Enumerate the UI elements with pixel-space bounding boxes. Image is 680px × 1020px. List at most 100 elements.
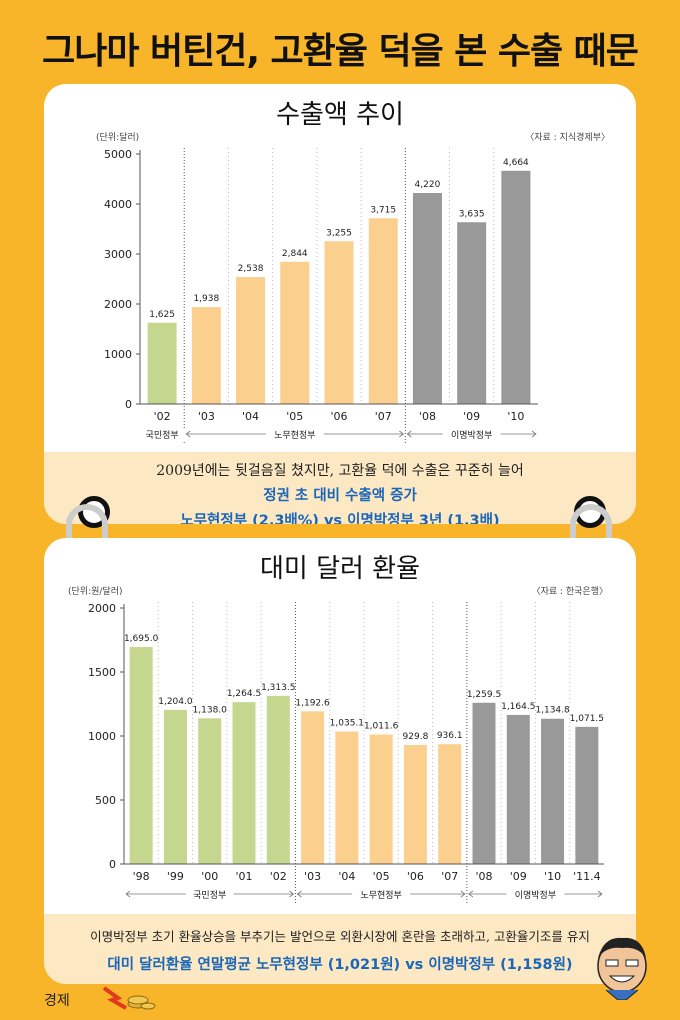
exchange-x-tick-label: '08 bbox=[475, 870, 492, 883]
exchange-bar-value-label: 1,695.0 bbox=[124, 634, 159, 644]
exchange-bar-value-label: 1,138.0 bbox=[193, 705, 228, 715]
exchange-x-tick-label: '04 bbox=[338, 870, 355, 883]
export-group-label-bg bbox=[138, 428, 187, 440]
exchange-bracket-arrow-right bbox=[460, 890, 466, 898]
exchange-y-tick-label: 1000 bbox=[88, 730, 116, 743]
exchange-y-tick-label: 2000 bbox=[88, 602, 116, 615]
exchange-bracket-arrow-left bbox=[468, 890, 474, 898]
export-bar bbox=[457, 222, 487, 404]
export-x-tick-label: '06 bbox=[330, 410, 347, 423]
export-group-label: 노무현정부 bbox=[274, 430, 315, 441]
export-bar-value-label: 2,844 bbox=[282, 249, 308, 259]
exchange-bracket-arrow-left bbox=[296, 890, 302, 898]
export-source-label: 〈자료 : 지식경제부〉 bbox=[525, 131, 610, 143]
export-bar-value-label: 3,255 bbox=[326, 228, 352, 238]
exchange-bar bbox=[266, 695, 290, 864]
coins-arrow-icon bbox=[102, 986, 156, 1010]
export-footnote: 2009년에는 뒷걸음질 쳤지만, 고환율 덕에 수출은 꾸준히 늘어 bbox=[156, 463, 524, 479]
export-x-tick-label: '05 bbox=[286, 410, 303, 423]
export-chart-title: 수출액 추이 bbox=[276, 100, 404, 130]
export-x-tick-label: '02 bbox=[154, 410, 171, 423]
exchange-bar-chart: (단위:원/달러) 〈자료 : 한국은행〉 0 500 1000 1500 2000 1,… bbox=[68, 585, 608, 904]
export-summary: 2009년에는 뒷걸음질 쳤지만, 고환율 덕에 수출은 꾸준히 늘어 정권 초… bbox=[44, 452, 636, 524]
exchange-bar bbox=[163, 709, 187, 864]
export-group-label: 국민정부 bbox=[146, 430, 179, 441]
export-bar bbox=[324, 241, 354, 404]
mascot-face-icon bbox=[597, 937, 647, 1000]
export-group-label-bg bbox=[265, 428, 324, 440]
exchange-bar-value-label: 1,134.8 bbox=[535, 706, 570, 716]
exchange-bar bbox=[369, 734, 393, 864]
export-x-tick-label: '04 bbox=[242, 410, 259, 423]
exchange-bar bbox=[198, 718, 222, 864]
exchange-source-label: 〈자료 : 한국은행〉 bbox=[532, 585, 608, 597]
export-y-tick-label: 5000 bbox=[104, 148, 132, 161]
export-bar-value-label: 3,635 bbox=[459, 209, 485, 219]
exchange-unit-label: (단위:원/달러) bbox=[68, 585, 123, 597]
exchange-bar bbox=[403, 744, 427, 864]
export-bar-chart: (단위:달러) 〈자료 : 지식경제부〉 0 1000 2000 3000 4000 50… bbox=[96, 131, 610, 444]
exchange-bar-value-label: 1,204.0 bbox=[158, 697, 193, 707]
exchange-x-tick-label: '09 bbox=[510, 870, 527, 883]
export-bar bbox=[191, 307, 221, 404]
export-bar bbox=[236, 277, 266, 404]
exchange-group-label: 노무현정부 bbox=[360, 890, 401, 901]
exchange-bar bbox=[301, 711, 325, 864]
export-group-label-bg bbox=[442, 428, 501, 440]
exchange-x-tick-label: '99 bbox=[167, 870, 184, 883]
exchange-y-tick-label: 500 bbox=[95, 794, 116, 807]
export-bracket-arrow-right bbox=[531, 430, 537, 438]
exchange-bar-value-label: 1,071.5 bbox=[570, 714, 604, 724]
exchange-summary: 이명박정부 초기 환율상승을 부추기는 발언으로 외환시장에 혼란을 초래하고,… bbox=[44, 914, 636, 984]
export-bracket-arrow-right bbox=[399, 430, 404, 438]
export-bar-value-label: 2,538 bbox=[238, 264, 264, 274]
export-bar-value-label: 1,938 bbox=[193, 294, 219, 304]
exchange-bar bbox=[575, 726, 599, 864]
exchange-bar-value-label: 1,313.5 bbox=[261, 683, 295, 693]
export-bar-value-label: 3,715 bbox=[370, 205, 396, 215]
exchange-x-tick-label: '10 bbox=[544, 870, 561, 883]
exchange-bar-value-label: 936.1 bbox=[437, 731, 463, 741]
export-bar-value-label: 4,664 bbox=[503, 158, 529, 168]
exchange-chart-card: 대미 달러 환율 (단위:원/달러) 〈자료 : 한국은행〉 0 500 1000 1… bbox=[44, 538, 636, 984]
exchange-bar bbox=[335, 731, 359, 864]
exchange-y-tick-label: 0 bbox=[109, 858, 116, 871]
export-highlight-2: 노무현정부 (2.3배%) vs 이명박정부 3년 (1.3배) bbox=[180, 513, 500, 524]
export-x-tick-label: '10 bbox=[507, 410, 524, 423]
export-bar bbox=[147, 322, 177, 404]
exchange-highlight: 대미 달러환율 연말평균 노무현정부 (1,021원) vs 이명박정부 (1,… bbox=[107, 957, 573, 973]
exchange-bar bbox=[472, 702, 496, 864]
export-y-tick-label: 2000 bbox=[104, 298, 132, 311]
exchange-x-tick-label: '03 bbox=[304, 870, 321, 883]
export-bracket-arrow-left bbox=[185, 430, 191, 438]
exchange-bar bbox=[232, 702, 256, 864]
export-x-tick-label: '07 bbox=[375, 410, 392, 423]
exchange-group-label-bg bbox=[506, 888, 565, 900]
exchange-x-tick-label: '06 bbox=[407, 870, 424, 883]
export-y-tick-label: 1000 bbox=[104, 348, 132, 361]
export-y-tick-label: 4000 bbox=[104, 198, 132, 211]
export-unit-label: (단위:달러) bbox=[96, 131, 139, 143]
exchange-bar-value-label: 1,192.6 bbox=[295, 698, 330, 708]
export-y-tick-label: 0 bbox=[125, 398, 132, 411]
exchange-bracket-arrow-left bbox=[125, 890, 131, 898]
exchange-x-tick-label: '11.4 bbox=[573, 870, 601, 883]
export-bar-value-label: 4,220 bbox=[415, 180, 441, 190]
exchange-x-tick-label: '05 bbox=[373, 870, 390, 883]
exchange-group-label-bg bbox=[185, 888, 234, 900]
exchange-bar-value-label: 1,035.1 bbox=[330, 719, 364, 729]
section-label: 경제 bbox=[44, 993, 70, 1009]
page-title: 그나마 버틴건, 고환율 덕을 본 수출 때문 bbox=[42, 31, 639, 72]
exchange-group-label: 국민정부 bbox=[193, 890, 226, 901]
exchange-x-tick-label: '98 bbox=[133, 870, 150, 883]
exchange-x-tick-label: '01 bbox=[235, 870, 252, 883]
export-bar bbox=[280, 261, 310, 404]
export-bar bbox=[501, 170, 531, 404]
exchange-bar-value-label: 1,264.5 bbox=[227, 689, 261, 699]
exchange-bar bbox=[541, 718, 565, 864]
export-y-tick-label: 3000 bbox=[104, 248, 132, 261]
exchange-bar-value-label: 1,011.6 bbox=[364, 722, 399, 732]
export-bar-value-label: 1,625 bbox=[149, 310, 175, 320]
exchange-bracket-arrow-right bbox=[289, 890, 295, 898]
exchange-bar-value-label: 1,259.5 bbox=[467, 690, 501, 700]
